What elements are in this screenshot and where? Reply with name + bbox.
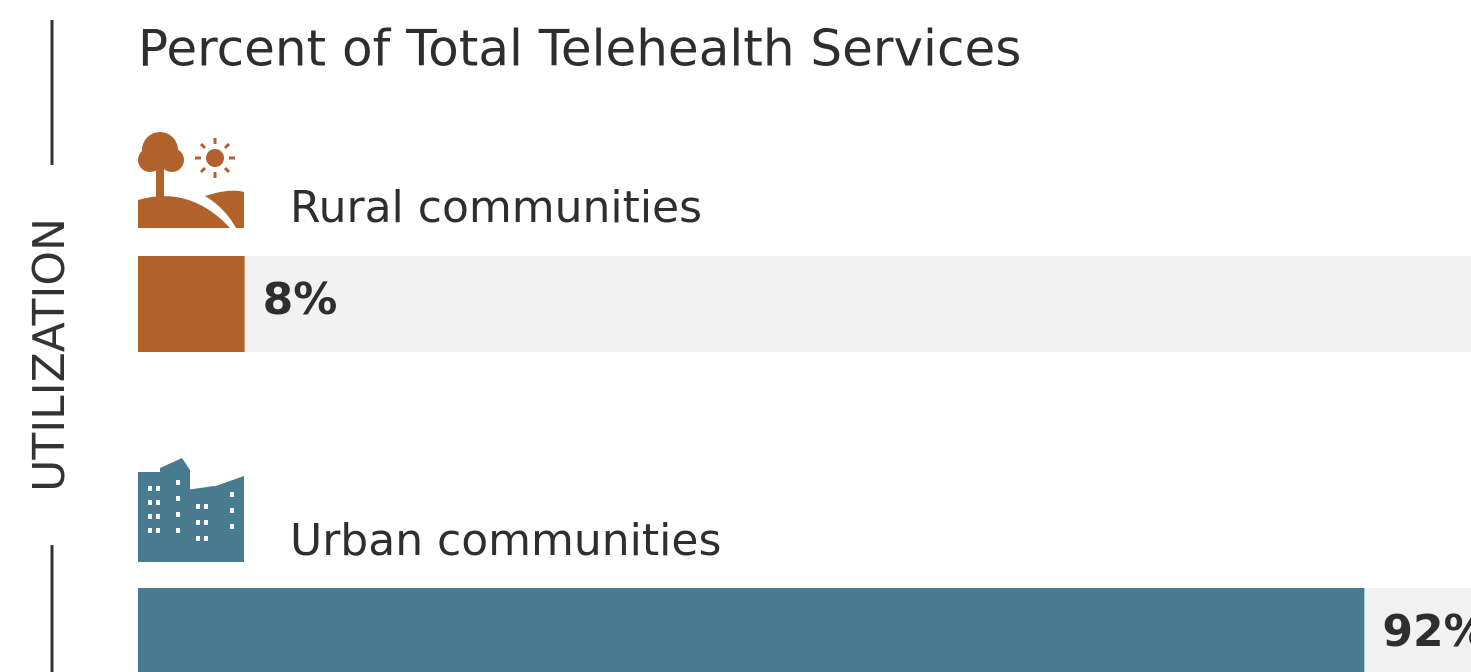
side-label: UTILIZATION xyxy=(24,218,75,492)
urban-icon xyxy=(138,458,244,562)
category-label: Rural communities xyxy=(290,182,702,233)
bar xyxy=(138,256,245,352)
rural-icon xyxy=(138,132,244,228)
bar xyxy=(138,588,1365,672)
value-label: 92% xyxy=(1382,606,1471,657)
value-label: 8% xyxy=(263,274,338,325)
chart-title: Percent of Total Telehealth Services xyxy=(138,20,1021,78)
bar-track xyxy=(138,256,1471,352)
category-label: Urban communities xyxy=(290,515,721,566)
